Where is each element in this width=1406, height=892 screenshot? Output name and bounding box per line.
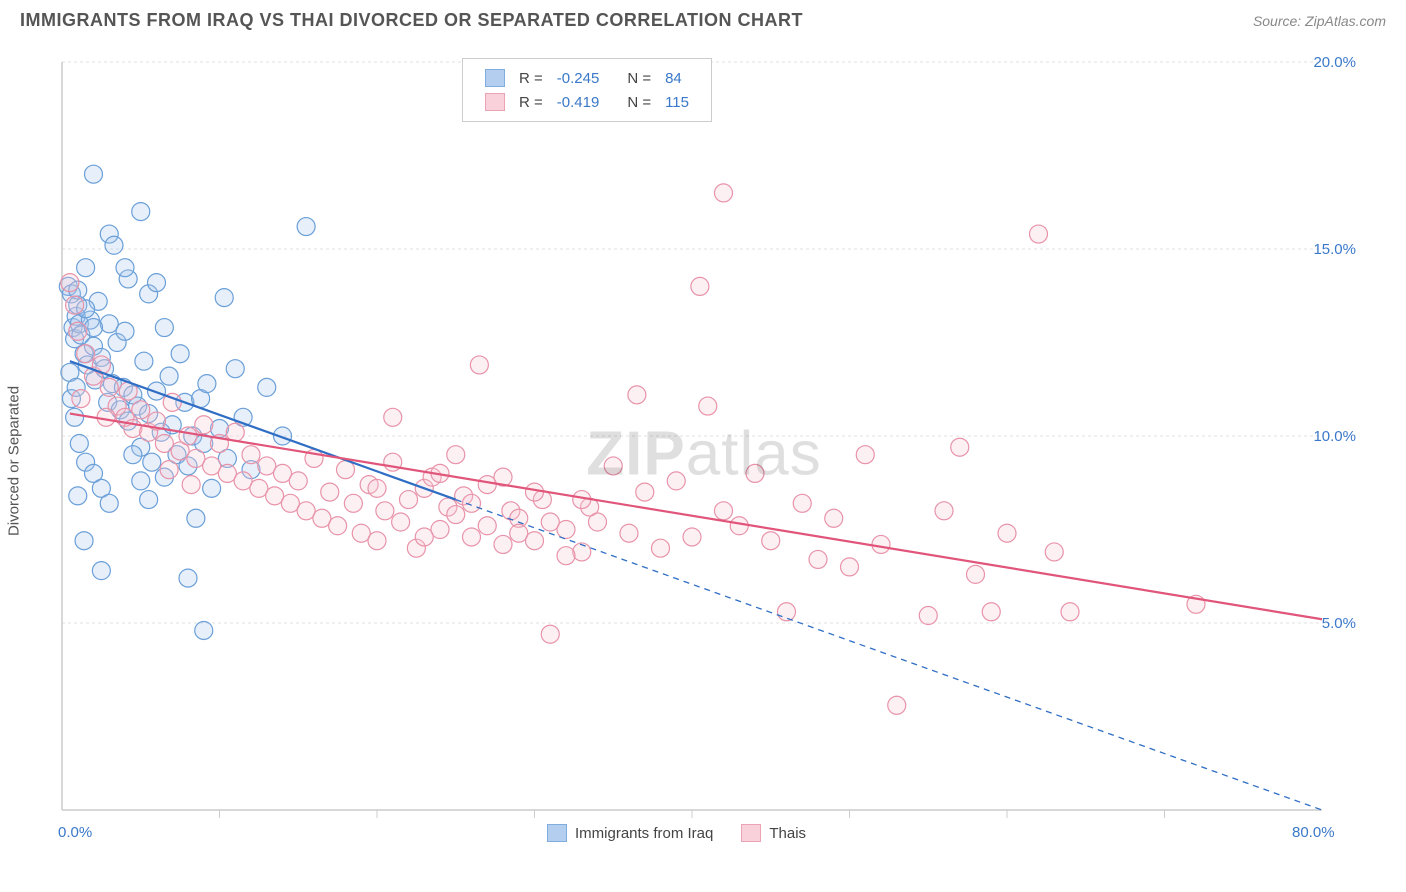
n-value: 115 [659,91,695,113]
series-swatch [485,93,505,111]
y-axis-label: Divorced or Separated [6,386,23,536]
legend-item: Thais [741,824,806,842]
chart-container: IMMIGRANTS FROM IRAQ VS THAI DIVORCED OR… [0,0,1406,892]
svg-text:15.0%: 15.0% [1313,241,1356,258]
series-name: Thais [769,825,806,842]
correlation-legend: R =-0.245 N =84 R =-0.419 N =115 [462,58,712,122]
series-name: Immigrants from Iraq [575,825,713,842]
legend-row: R =-0.245 N =84 [479,67,695,89]
legend-item: Immigrants from Iraq [547,824,713,842]
scatter-plot-svg: 5.0% 10.0% 15.0% 20.0% [22,50,1362,850]
r-value: -0.245 [551,67,606,89]
series-swatch [485,69,505,87]
svg-text:20.0%: 20.0% [1313,54,1356,71]
legend-row: R =-0.419 N =115 [479,91,695,113]
series-swatch [741,824,761,842]
series-legend: Immigrants from Iraq Thais [547,824,834,846]
correlation-table: R =-0.245 N =84 R =-0.419 N =115 [477,65,697,115]
chart-area: Divorced or Separated 5.0%10.0%15.0%20.0… [22,50,1386,872]
r-label: R = [513,91,549,113]
x-axis-min-label: 0.0% [58,824,92,841]
n-label: N = [621,67,657,89]
series-swatch [547,824,567,842]
x-axis-max-label: 80.0% [1292,824,1335,841]
r-label: R = [513,67,549,89]
r-value: -0.419 [551,91,606,113]
chart-title: IMMIGRANTS FROM IRAQ VS THAI DIVORCED OR… [20,10,803,31]
n-value: 84 [659,67,695,89]
header: IMMIGRANTS FROM IRAQ VS THAI DIVORCED OR… [0,10,1406,31]
svg-text:5.0%: 5.0% [1322,615,1356,632]
svg-text:10.0%: 10.0% [1313,428,1356,445]
n-label: N = [621,91,657,113]
source-attribution: Source: ZipAtlas.com [1253,13,1386,29]
